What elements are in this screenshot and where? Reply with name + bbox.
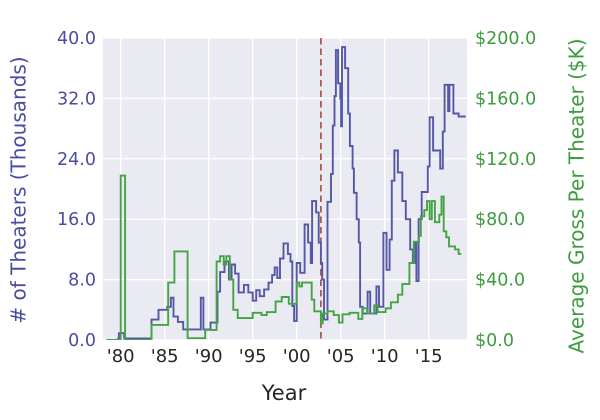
- x-tick-label: '85: [151, 346, 179, 367]
- y-tick-label-right: $120.0: [475, 150, 536, 170]
- x-tick-label: '10: [371, 346, 399, 367]
- x-tick-label: '05: [327, 346, 355, 367]
- y-axis-label-right-text: Average Gross Per Theater ($K): [565, 38, 589, 354]
- y-tick-label-left: 40.0: [57, 29, 96, 49]
- y-tick-label-left: 16.0: [57, 210, 96, 230]
- y-axis-label-left-text: # of Theaters (Thousands): [7, 56, 32, 324]
- y-tick-label-left: 0.0: [68, 331, 96, 351]
- series-theaters_thousands-line: [117, 46, 466, 340]
- y-tick-label-right: $0.0: [475, 331, 514, 351]
- y-tick-label-left: 32.0: [57, 89, 96, 109]
- x-tick-label: '80: [107, 346, 135, 367]
- y-tick-label-right: $80.0: [475, 210, 525, 230]
- series-avg_gross_per_theater_k-line: [106, 174, 462, 340]
- y-tick-label-right: $40.0: [475, 271, 525, 291]
- y-tick-label-left: 8.0: [68, 271, 96, 291]
- y-tick-label-left: 24.0: [57, 150, 96, 170]
- x-tick-label: '90: [195, 346, 223, 367]
- plot-background: [103, 38, 467, 340]
- x-tick-label: '00: [283, 346, 311, 367]
- y-tick-label-right: $160.0: [475, 89, 536, 109]
- x-axis-label-text: Year: [261, 381, 307, 405]
- x-tick-label: '95: [239, 346, 267, 367]
- x-tick-label: '15: [415, 346, 443, 367]
- y-tick-label-right: $200.0: [475, 29, 536, 49]
